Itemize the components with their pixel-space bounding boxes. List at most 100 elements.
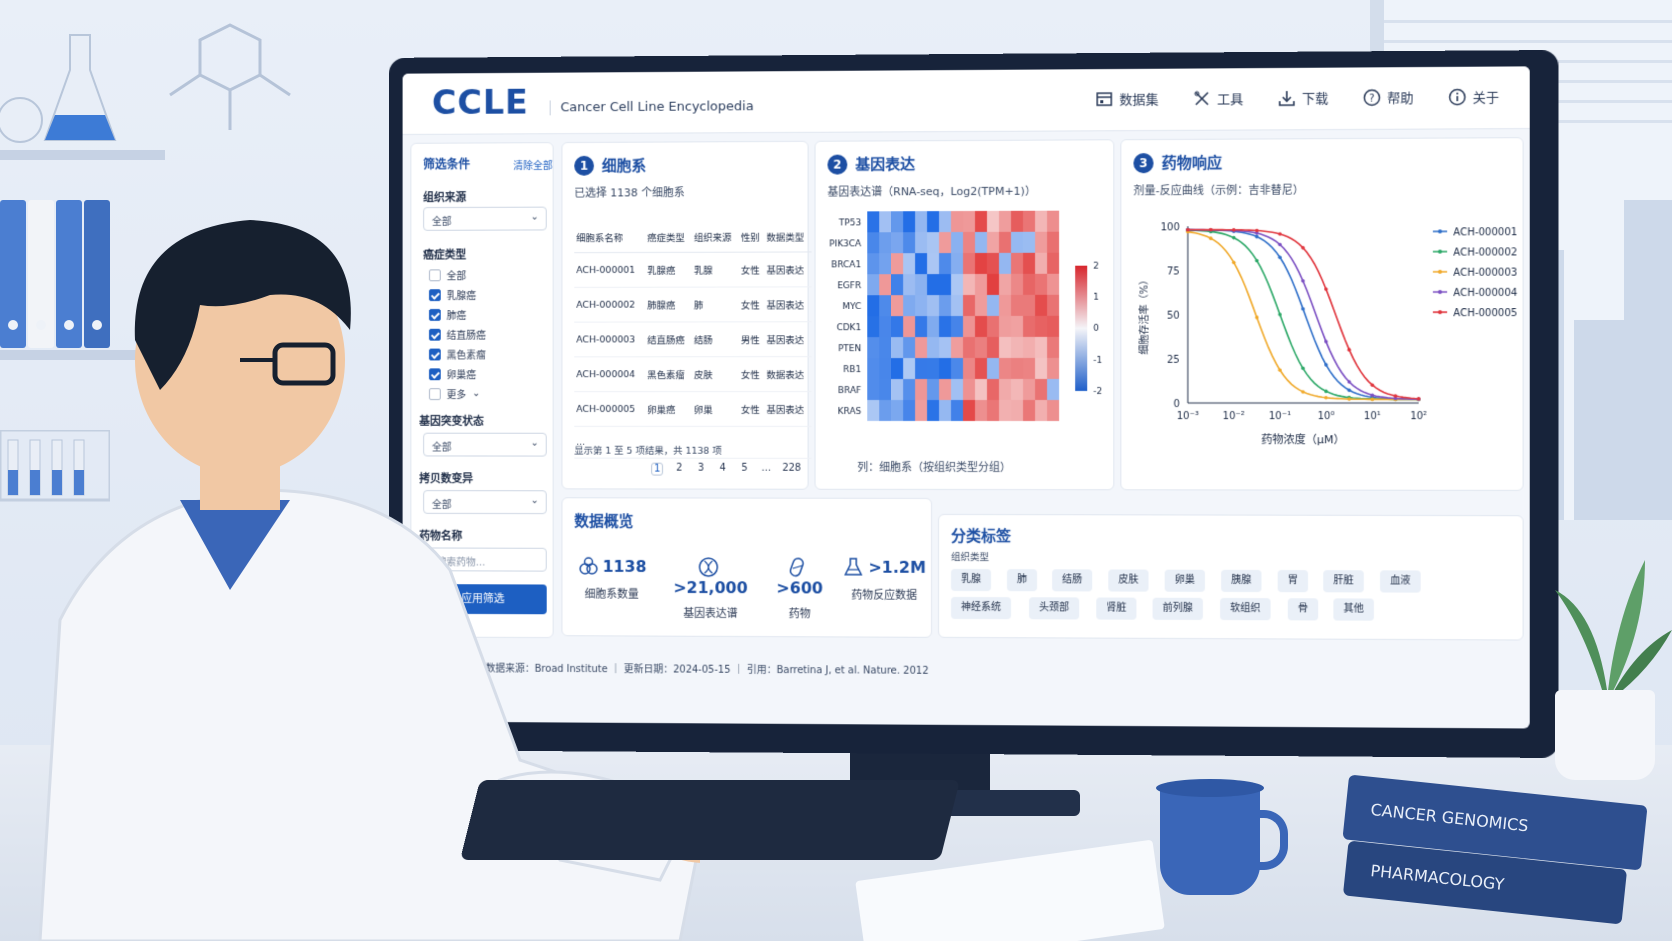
heatmap-cell <box>879 253 891 274</box>
page-button[interactable]: 228 <box>782 463 801 476</box>
help-icon: ? <box>1363 88 1381 106</box>
tag-list: 乳腺肺结肠 皮肤 卵巢 胰腺胃肝脏 血液 神经系统 头颈部 肾脏 前列腺 软组织骨其他 <box>939 515 1523 516</box>
nav-download[interactable]: 下载 <box>1278 88 1329 107</box>
heatmap-cell <box>1035 274 1047 295</box>
series-line[interactable] <box>1188 229 1419 399</box>
drug-response-subtitle: 剂量-反应曲线（示例：吉非替尼） <box>1133 182 1304 199</box>
x-tick-label: 10⁻³ <box>1177 411 1199 422</box>
heatmap-cell <box>939 253 951 274</box>
tag-chip[interactable]: 血液 <box>1380 570 1421 592</box>
dataset-icon <box>1095 90 1113 108</box>
legend-label: ACH-000004 <box>1453 288 1517 299</box>
legend-marker <box>1438 250 1442 254</box>
heatmap[interactable]: TP53 PIK3CA BRCA1 EGFR MYC CDK1 PTEN RB1 BRAF KRA… <box>823 210 1113 451</box>
heatmap-cell <box>987 253 999 274</box>
tag-chip[interactable]: 乳腺 <box>951 569 991 591</box>
clear-all-link[interactable]: 清除全部 <box>513 157 552 172</box>
column-header[interactable]: 性别 <box>739 222 765 252</box>
heatmap-cell <box>999 274 1011 295</box>
heatmap-cell <box>1035 232 1047 253</box>
tag-chip[interactable]: 神经系统 <box>951 597 1011 619</box>
nav-about[interactable]: 关于 <box>1448 87 1499 106</box>
heatmap-cell <box>987 358 999 379</box>
heatmap-cell <box>879 337 891 358</box>
data-point <box>1347 380 1351 384</box>
drug-response-panel: 3 药物响应 剂量-反应曲线（示例：吉非替尼） 0 25 50 75 100 10⁻³ 10⁻… <box>1120 137 1523 491</box>
heatmap-cell <box>939 316 951 337</box>
heatmap-cell <box>915 253 927 274</box>
heatmap-cell <box>939 211 951 232</box>
tag-chip[interactable]: 胰腺 <box>1221 570 1261 592</box>
tag-chip[interactable]: 结肠 <box>1052 569 1092 591</box>
legend-label: ACH-000001 <box>1453 227 1517 238</box>
keyboard <box>460 780 960 860</box>
page-button[interactable]: 5 <box>739 463 751 476</box>
page-button[interactable]: 4 <box>717 463 729 476</box>
heatmap-cell <box>879 316 891 337</box>
table-cell: 女性 <box>739 357 765 392</box>
logo[interactable]: CCLE <box>432 83 529 123</box>
heatmap-cell <box>951 358 963 379</box>
heatmap-cell <box>1047 316 1059 337</box>
heatmap-cell <box>987 379 999 400</box>
scale-tick-label: -1 <box>1093 356 1102 366</box>
heatmap-cell <box>1023 295 1035 316</box>
data-point <box>1255 235 1259 239</box>
heatmap-cell <box>867 358 879 379</box>
tag-chip[interactable]: 胃 <box>1278 570 1308 592</box>
column-header[interactable]: 数据类型 <box>765 222 812 253</box>
tag-chip[interactable]: 头颈部 <box>1029 597 1079 619</box>
x-axis-label: 药物浓度（μM） <box>1261 432 1344 446</box>
plant-pot <box>1555 690 1655 780</box>
legend-label: ACH-000002 <box>1453 247 1517 258</box>
nav-datasets[interactable]: 数据集 <box>1095 89 1158 108</box>
page-ellipsis: ... <box>760 463 772 476</box>
heatmap-cell <box>1047 379 1059 400</box>
heatmap-cell <box>987 337 999 358</box>
heatmap-cell <box>975 379 987 400</box>
series-line[interactable] <box>1188 229 1419 399</box>
tag-chip[interactable]: 软组织 <box>1220 598 1271 620</box>
heatmap-cell <box>951 232 963 253</box>
gene-label: MYC <box>842 302 861 312</box>
data-point <box>1301 367 1305 371</box>
tag-chip[interactable]: 肝脏 <box>1323 570 1364 592</box>
dose-response-chart[interactable]: 0 25 50 75 100 10⁻³ 10⁻² 10⁻¹ 10⁰ 10¹ 10² 药物浓度（μM） 细… <box>1125 205 1520 478</box>
heatmap-cell <box>927 379 939 400</box>
heatmap-cell <box>915 316 927 337</box>
series-line[interactable] <box>1188 231 1419 399</box>
heatmap-cell <box>903 253 915 274</box>
heatmap-cell <box>903 379 915 400</box>
table-cell: 基因表达 <box>765 252 812 287</box>
panel-title: 细胞系 <box>602 155 646 176</box>
legend-label: ACH-000003 <box>1453 268 1517 279</box>
tag-chip[interactable]: 前列腺 <box>1153 598 1203 620</box>
tag-chip[interactable]: 皮肤 <box>1108 569 1148 591</box>
heatmap-cell <box>867 337 879 358</box>
heatmap-cell <box>879 379 891 400</box>
heatmap-cell <box>939 358 951 379</box>
tag-chip[interactable]: 肺 <box>1007 569 1037 591</box>
cell-line-subtitle: 已选择 1138 个细胞系 <box>574 184 684 200</box>
pill-icon <box>787 556 809 578</box>
series-line[interactable] <box>1188 229 1419 399</box>
nav-tools[interactable]: 工具 <box>1193 88 1243 107</box>
tag-chip[interactable]: 肾脏 <box>1096 597 1136 619</box>
tag-chip[interactable]: 其他 <box>1333 598 1374 620</box>
scale-tick-label: 2 <box>1093 262 1099 272</box>
heatmap-cell <box>879 232 891 253</box>
download-icon <box>1278 88 1296 106</box>
heatmap-cell <box>939 295 951 316</box>
heatmap-cell <box>951 274 963 295</box>
heatmap-cell <box>963 232 975 253</box>
scale-tick-label: 1 <box>1093 293 1099 303</box>
tag-chip[interactable]: 骨 <box>1288 598 1318 620</box>
heatmap-cell <box>999 316 1011 337</box>
tag-chip[interactable]: 卵巢 <box>1165 570 1205 592</box>
heatmap-cell <box>915 232 927 253</box>
table-cell: 女性 <box>739 252 765 287</box>
nav-help[interactable]: ? 帮助 <box>1363 87 1414 106</box>
data-point <box>1417 397 1421 401</box>
heatmap-cell <box>903 274 915 295</box>
series-line[interactable] <box>1188 229 1419 399</box>
